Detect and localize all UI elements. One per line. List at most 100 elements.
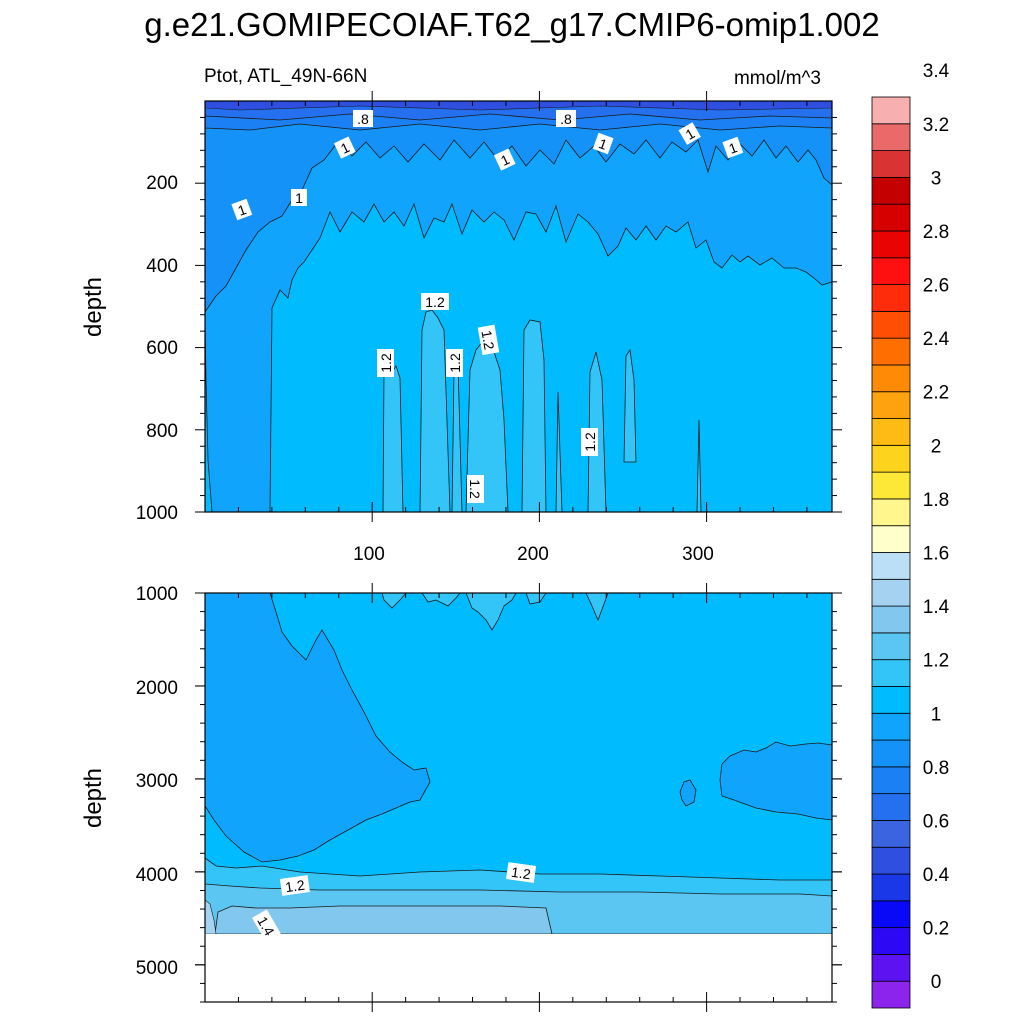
colorbar-swatch [871, 203, 911, 232]
colorbar-swatch [871, 364, 911, 393]
colorbar-label: 2.2 [923, 383, 949, 404]
colorbar-swatch [871, 230, 911, 259]
variable-region-label: Ptot, ATL_49N-66N [204, 66, 367, 87]
svg-text:1.2: 1.2 [425, 294, 445, 310]
colorbar-swatch [871, 444, 911, 473]
contour-label: 1 [231, 198, 253, 221]
units-label: mmol/m^3 [734, 68, 821, 89]
colorbar-swatch [871, 96, 911, 125]
colorbar-label: 2.8 [923, 222, 949, 243]
svg-text:1.2: 1.2 [510, 864, 532, 883]
svg-text:1.2: 1.2 [467, 479, 483, 499]
contour-label: 1.2 [421, 293, 449, 310]
colorbar-label: 1.4 [923, 597, 950, 618]
x-tick: 300 [682, 544, 714, 565]
contour-label: .8 [353, 110, 373, 127]
band-0.4-0.6 [205, 101, 832, 111]
colorbar-swatch [871, 793, 911, 821]
colorbar-swatch [871, 257, 911, 285]
colorbar-swatch [871, 686, 911, 714]
colorbar-label: 2.4 [923, 329, 950, 350]
chart-title: g.e21.GOMIPECOIAF.T62_g17.CMIP6-omip1.00… [144, 6, 880, 43]
band-1.1-1.2 [719, 741, 832, 821]
x-tick: 200 [517, 544, 549, 565]
svg-text:1: 1 [295, 190, 303, 206]
colorbar-swatch [871, 418, 911, 446]
colorbar-swatch [871, 873, 911, 902]
contour-label: 1 [722, 136, 744, 159]
colorbar-swatch [871, 846, 911, 875]
colorbar-swatch [871, 712, 911, 741]
colorbar-label: 1.6 [923, 544, 949, 565]
colorbar-swatch [871, 739, 911, 768]
colorbar-swatch [871, 900, 911, 929]
colorbar-swatch [871, 123, 911, 151]
colorbar-swatch [871, 578, 911, 607]
top-contour-labels: .8 .8 1 1 1 1 1 1 1 1.2 1.2 1.2 1.2 1.2 … [231, 110, 744, 503]
svg-text:1.2: 1.2 [378, 353, 394, 373]
colorbar-label: 0.6 [923, 811, 949, 832]
svg-text:1.2: 1.2 [284, 877, 306, 896]
colorbar-swatch [871, 150, 911, 178]
x-tick: 100 [353, 544, 385, 565]
contour-label: 1.2 [279, 875, 310, 896]
colorbar-label: 2 [931, 436, 942, 457]
bottom-y-tick: 5000 [136, 958, 178, 979]
contour-label: 1.2 [446, 349, 463, 377]
colorbar-swatch [871, 391, 911, 419]
colorbar: 0 0.2 0.4 0.6 0.8 1 1.2 1.4 1.6 1.8 2 2.2 2.4 2.6 2.8 3… [871, 61, 950, 1009]
contour-label: 1 [291, 189, 307, 206]
colorbar-swatch [871, 632, 911, 661]
colorbar-swatch [871, 927, 911, 955]
svg-text:1.2: 1.2 [582, 432, 598, 452]
contour-label: 1.2 [581, 428, 598, 456]
colorbar-label: 1 [931, 704, 942, 725]
contour-label: 1.2 [477, 324, 500, 356]
top-axis-ticks [195, 91, 842, 522]
contour-label: 1.2 [377, 349, 394, 377]
colorbar-label: 3.2 [923, 115, 949, 136]
top-contour-field [205, 101, 832, 512]
colorbar-swatch [871, 337, 911, 366]
top-panel: Ptot, ATL_49N-66N mmol/m^3 [80, 66, 842, 565]
band-1.1-1.2 [205, 101, 832, 512]
bottom-y-tick: 4000 [136, 865, 178, 886]
colorbar-swatch [871, 552, 911, 580]
colorbar-label: 0 [931, 972, 942, 993]
top-y-tick: 1000 [136, 503, 178, 524]
svg-text:1.2: 1.2 [447, 353, 463, 373]
colorbar-label: 1.8 [923, 490, 949, 511]
bottom-axis-ticks [195, 583, 842, 1012]
colorbar-swatch [871, 310, 911, 339]
band-1.5-1.6 [214, 905, 553, 935]
bottom-contour-field [205, 593, 832, 1002]
top-y-tick: 200 [146, 173, 178, 194]
colorbar-swatch [871, 498, 911, 527]
colorbar-swatch [871, 176, 911, 205]
top-y-tick: 800 [146, 421, 178, 442]
colorbar-swatch [871, 766, 911, 795]
band-1.1-1.2 [679, 779, 697, 807]
top-y-axis-label: depth [80, 277, 107, 337]
contour-label: 1.2 [506, 862, 537, 883]
colorbar-label: 0.2 [923, 919, 949, 940]
colorbar-swatch [871, 471, 911, 500]
colorbar-label: 1.2 [923, 651, 949, 672]
contour-label: 1 [333, 136, 356, 159]
bottom-y-axis-label: depth [80, 768, 107, 828]
contour-label: 1 [493, 148, 516, 171]
contour-label: 1 [592, 132, 614, 155]
svg-text:.8: .8 [357, 111, 369, 127]
svg-text:.8: .8 [560, 111, 572, 127]
colorbar-label: 3 [931, 168, 942, 189]
contour-label: .8 [556, 110, 576, 127]
contour-label: 1.2 [467, 475, 484, 503]
colorbar-swatch [871, 820, 911, 848]
colorbar-swatch [871, 980, 911, 1009]
colorbar-swatch [871, 525, 911, 553]
colorbar-label: 3.4 [923, 61, 950, 82]
colorbar-label: 2.6 [923, 276, 949, 297]
top-plot-frame [204, 100, 833, 513]
colorbar-swatch [871, 954, 911, 982]
